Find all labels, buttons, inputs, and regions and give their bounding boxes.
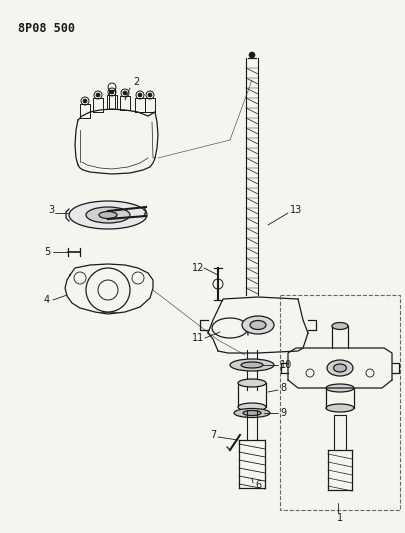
Text: 10: 10	[280, 360, 292, 370]
Ellipse shape	[326, 404, 354, 412]
Ellipse shape	[230, 359, 274, 371]
Ellipse shape	[242, 316, 274, 334]
Text: 7: 7	[210, 430, 216, 440]
Ellipse shape	[238, 379, 266, 387]
Ellipse shape	[69, 201, 147, 229]
Ellipse shape	[250, 320, 266, 329]
Text: 13: 13	[290, 205, 302, 215]
Ellipse shape	[243, 410, 261, 416]
Circle shape	[138, 93, 142, 97]
Bar	[280, 295, 400, 510]
Text: 5: 5	[44, 247, 50, 257]
Text: 1: 1	[337, 513, 343, 523]
Ellipse shape	[86, 207, 130, 223]
Ellipse shape	[326, 384, 354, 392]
Ellipse shape	[241, 362, 263, 368]
Circle shape	[249, 52, 255, 58]
Ellipse shape	[234, 408, 270, 417]
Text: 8P08 500: 8P08 500	[18, 22, 75, 35]
Text: 6: 6	[255, 480, 261, 490]
Circle shape	[148, 93, 152, 97]
Circle shape	[83, 99, 87, 103]
Ellipse shape	[238, 403, 266, 411]
Ellipse shape	[332, 322, 348, 329]
Text: 12: 12	[192, 263, 205, 273]
Text: 9: 9	[280, 408, 286, 418]
Circle shape	[96, 93, 100, 97]
Text: 11: 11	[192, 333, 204, 343]
Text: 2: 2	[133, 77, 139, 87]
Ellipse shape	[99, 212, 117, 219]
Ellipse shape	[327, 360, 353, 376]
Text: 8: 8	[280, 383, 286, 393]
Circle shape	[123, 91, 127, 95]
Circle shape	[110, 90, 114, 94]
Text: 4: 4	[44, 295, 50, 305]
Ellipse shape	[333, 364, 347, 372]
Text: 3: 3	[48, 205, 54, 215]
